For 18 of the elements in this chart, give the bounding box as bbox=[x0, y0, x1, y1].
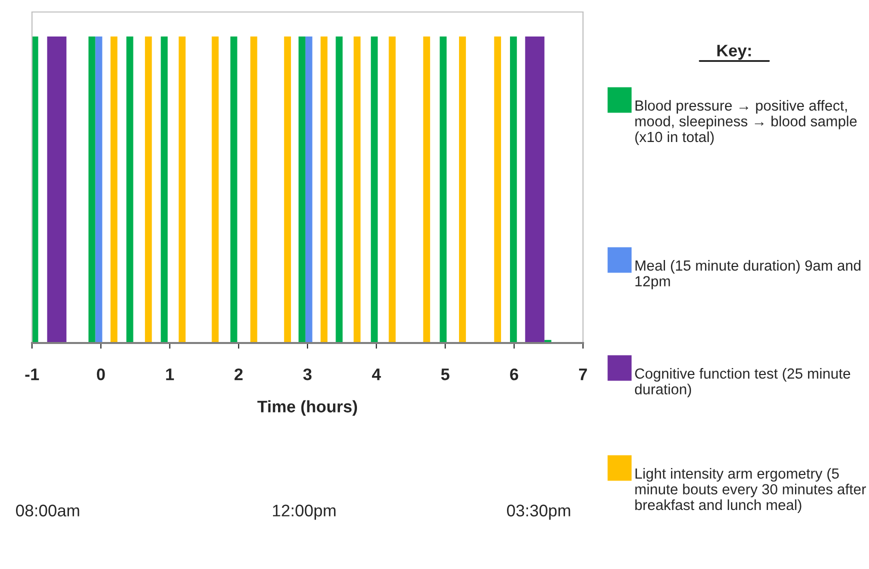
legend-title: Key: bbox=[717, 44, 751, 60]
legend-label: Light intensity arm ergometry (5 minute bouts every 30 minutes after breakfast and lunch meal) bbox=[635, 468, 866, 514]
x-tick-label: 2 bbox=[234, 368, 243, 380]
x-tick-label: 6 bbox=[510, 368, 518, 380]
x-tick-label: 0 bbox=[96, 368, 105, 380]
x-tick-label: 3 bbox=[303, 368, 312, 380]
x-tick-label: 5 bbox=[441, 368, 450, 380]
x-axis-title: Time (hours) bbox=[257, 400, 357, 416]
x-tick-label: -1 bbox=[25, 368, 39, 380]
text: 08:00am bbox=[16, 504, 80, 516]
text: 12:00pm bbox=[272, 504, 336, 520]
x-tick-label: 1 bbox=[166, 368, 174, 380]
text: 03:30pm bbox=[507, 504, 570, 520]
legend-label: Meal (15 minute duration) 9am and 12pm bbox=[635, 260, 860, 290]
x-tick-label: 7 bbox=[579, 368, 587, 380]
legend-label: Cognitive function test (25 minute duration) bbox=[634, 368, 850, 398]
legend-label: Blood pressure → positive affect, mood, sleepiness → blood sample (x10 in total) bbox=[635, 100, 857, 146]
x-tick-label: 4 bbox=[372, 368, 381, 380]
